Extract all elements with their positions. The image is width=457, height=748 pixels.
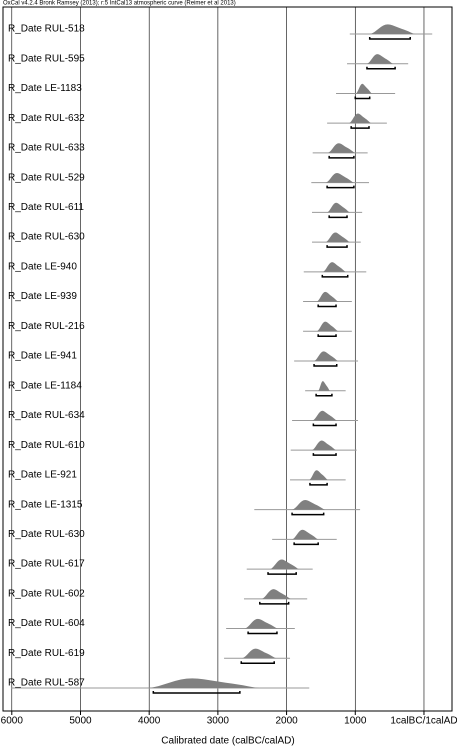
chart-title: OxCal v4.2.4 Bronk Ramsey (2013); r:5 In…: [3, 1, 236, 7]
row-label: R_Date LE-940: [8, 261, 77, 272]
distribution: [355, 83, 372, 94]
row-label: R_Date RUL-595: [8, 53, 85, 64]
distribution: [270, 559, 299, 570]
hpd-range: [293, 542, 319, 546]
distribution: [261, 589, 291, 599]
x-tick-label: 5000: [69, 716, 92, 727]
row-label: R_Date RUL-630: [8, 529, 85, 540]
hpd-range: [326, 185, 355, 189]
row-label: R_Date RUL-632: [8, 113, 85, 124]
hpd-range: [328, 215, 348, 219]
distribution: [318, 381, 330, 391]
distribution: [327, 143, 356, 153]
distribution: [369, 24, 416, 34]
distribution: [322, 262, 346, 272]
row-label: R_Date LE-941: [8, 351, 77, 362]
distribution: [309, 470, 328, 480]
row-label: R_Date LE-921: [8, 470, 77, 481]
distribution: [312, 410, 337, 421]
hpd-range: [240, 661, 275, 665]
row-label: R_Date RUL-602: [8, 588, 85, 599]
row-label: R_Date RUL-611: [8, 202, 84, 213]
row-label: R_Date RUL-604: [8, 618, 85, 629]
row-label: R_Date RUL-617: [8, 559, 85, 570]
hpd-range: [354, 96, 371, 100]
hpd-range: [368, 37, 411, 40]
distribution: [241, 648, 277, 659]
hpd-range: [259, 601, 290, 605]
distribution: [316, 291, 339, 302]
row-label: R_Date LE-939: [8, 291, 77, 302]
row-label: R_Date RUL-634: [8, 410, 85, 421]
row-label: R_Date RUL-633: [8, 143, 85, 154]
hpd-range: [317, 304, 337, 308]
distribution: [314, 351, 339, 361]
x-tick-label: 6000: [1, 716, 24, 727]
row-label: R_Date RUL-619: [8, 648, 85, 659]
hpd-range: [328, 155, 355, 159]
distribution: [349, 113, 372, 124]
hpd-range: [247, 631, 278, 635]
row-label: R_Date LE-1183: [8, 83, 82, 94]
distribution: [311, 440, 337, 451]
row-label: R_Date RUL-216: [8, 321, 85, 332]
hpd-range: [321, 274, 349, 278]
row-label: R_Date LE-1315: [8, 499, 83, 510]
hpd-range: [291, 512, 325, 516]
x-tick-label: 4000: [138, 716, 161, 727]
row-label: R_Date RUL-630: [8, 232, 85, 243]
distribution: [327, 202, 350, 213]
hpd-range: [152, 691, 241, 694]
distribution: [292, 499, 326, 510]
distribution: [325, 172, 354, 183]
hpd-range: [312, 453, 337, 456]
distribution: [325, 232, 350, 243]
x-tick-label: 1000: [344, 716, 367, 727]
row-label: R_Date RUL-587: [8, 678, 85, 689]
row-label: R_Date RUL-529: [8, 172, 85, 183]
x-tick-label: 1calBC/1calAD: [390, 716, 457, 727]
hpd-range: [317, 334, 337, 338]
hpd-range: [312, 423, 337, 427]
distribution: [316, 321, 339, 332]
hpd-range: [366, 66, 396, 70]
distribution: [292, 529, 319, 540]
distribution: [244, 618, 278, 629]
x-tick-label: 2000: [275, 716, 298, 727]
plot-frame: [2, 6, 453, 712]
row-label: R_Date RUL-610: [8, 440, 85, 451]
distribution: [147, 678, 260, 688]
row-label: R_Date RUL-518: [8, 24, 85, 35]
row-label: R_Date LE-1184: [8, 380, 82, 391]
hpd-range: [309, 482, 328, 486]
hpd-range: [315, 393, 333, 397]
x-tick-label: 3000: [207, 716, 230, 727]
hpd-range: [313, 364, 338, 367]
distribution: [366, 54, 394, 64]
hpd-range: [267, 572, 297, 575]
hpd-range: [350, 126, 370, 129]
hpd-range: [326, 245, 348, 248]
x-axis-label: Calibrated date (calBC/calAD): [161, 736, 294, 747]
